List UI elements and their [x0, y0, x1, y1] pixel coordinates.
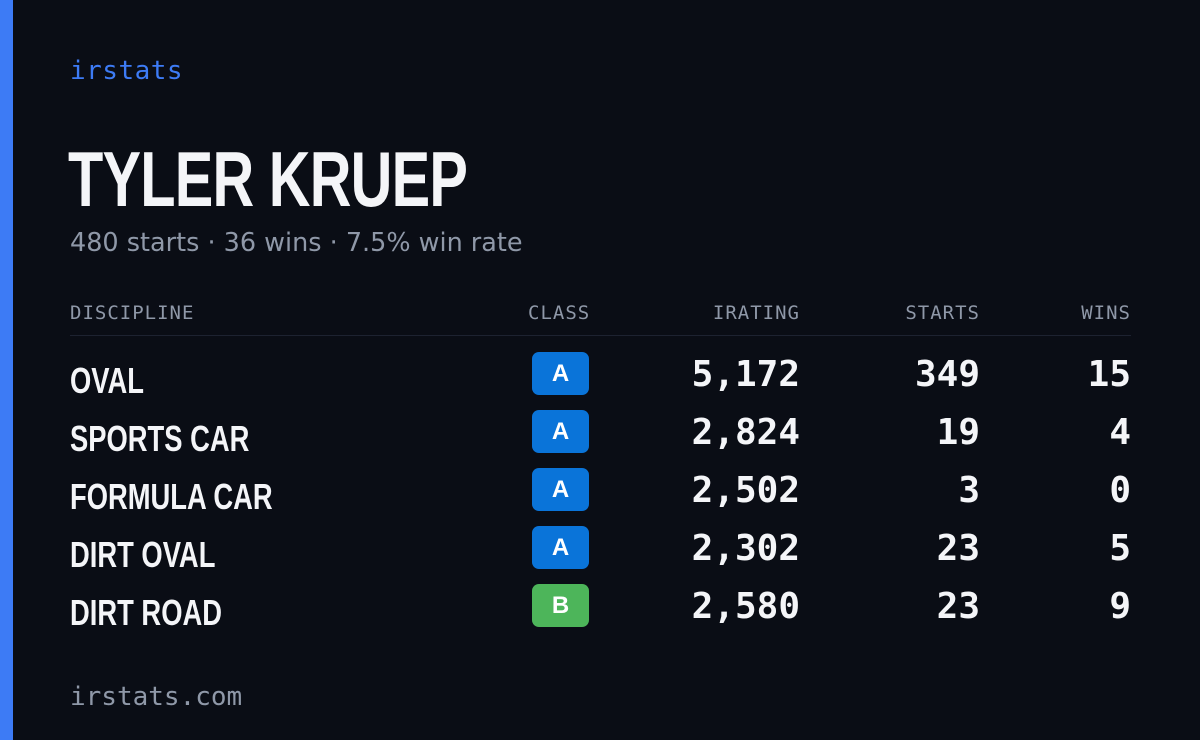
irating-value: 5,172 [691, 354, 800, 395]
discipline-name: OVAL [70, 360, 144, 401]
header-irating: IRATING [712, 302, 800, 324]
class-badge: A [532, 468, 589, 511]
irating-value: 2,824 [691, 412, 800, 453]
header-wins: WINS [1081, 302, 1131, 324]
table-header: DISCIPLINE CLASS IRATING STARTS WINS [70, 298, 1131, 336]
starts-value: 19 [936, 412, 980, 453]
discipline-name: DIRT OVAL [70, 534, 216, 575]
wins-value: 0 [1109, 470, 1131, 511]
driver-summary: 480 starts · 36 wins · 7.5% win rate [70, 228, 523, 258]
header-discipline: DISCIPLINE [70, 302, 195, 324]
irating-value: 2,502 [691, 470, 800, 511]
starts-value: 23 [936, 528, 980, 569]
header-class: CLASS [528, 302, 591, 324]
wins-value: 15 [1087, 354, 1131, 395]
table-row: OVAL A 5,172 349 15 [70, 352, 1131, 410]
footer-url: irstats.com [70, 682, 243, 712]
header-starts: STARTS [905, 302, 980, 324]
wins-value: 5 [1109, 528, 1131, 569]
discipline-name: SPORTS CAR [70, 418, 250, 459]
stats-table: DISCIPLINE CLASS IRATING STARTS WINS OVA… [70, 298, 1131, 633]
driver-name: TYLER KRUEP [68, 135, 468, 223]
class-badge: A [532, 410, 589, 453]
table-row: FORMULA CAR A 2,502 3 0 [70, 468, 1131, 526]
starts-value: 3 [958, 470, 980, 511]
brand-logo: irstats [70, 56, 184, 86]
table-row: DIRT OVAL A 2,302 23 5 [70, 526, 1131, 584]
class-badge: B [532, 584, 589, 627]
starts-value: 23 [936, 586, 980, 627]
starts-value: 349 [914, 354, 980, 395]
wins-value: 9 [1109, 586, 1131, 627]
irating-value: 2,302 [691, 528, 800, 569]
discipline-name: DIRT ROAD [70, 592, 222, 633]
discipline-name: FORMULA CAR [70, 476, 273, 517]
table-row: SPORTS CAR A 2,824 19 4 [70, 410, 1131, 468]
accent-bar [0, 0, 13, 740]
irating-value: 2,580 [691, 586, 800, 627]
table-row: DIRT ROAD B 2,580 23 9 [70, 584, 1131, 642]
class-badge: A [532, 352, 589, 395]
wins-value: 4 [1109, 412, 1131, 453]
table-body: OVAL A 5,172 349 15 SPORTS CAR A 2,824 1… [70, 352, 1131, 642]
class-badge: A [532, 526, 589, 569]
